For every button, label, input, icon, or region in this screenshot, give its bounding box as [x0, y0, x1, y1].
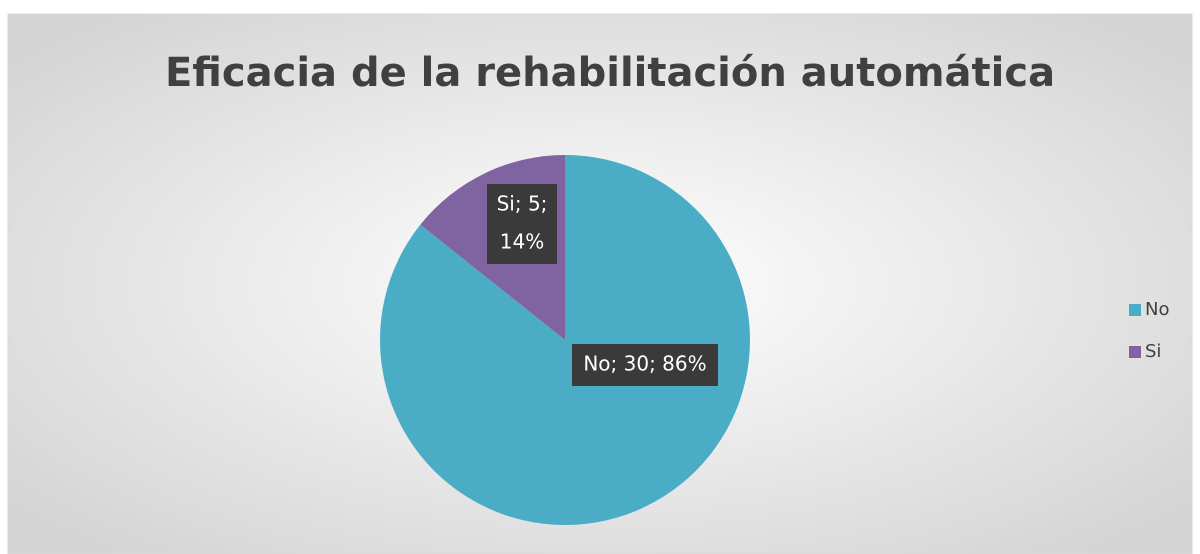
- legend-swatch: [1129, 346, 1141, 358]
- data-label: No; 30; 86%: [583, 352, 706, 376]
- chart-title: Eficacia de la rehabilitación automática: [165, 50, 1055, 96]
- legend-label: No: [1145, 299, 1169, 320]
- data-label: 14%: [500, 230, 544, 254]
- data-label: Si; 5;: [497, 192, 548, 216]
- legend-swatch: [1129, 304, 1141, 316]
- data-label-box: [487, 184, 557, 264]
- legend-label: Si: [1145, 341, 1161, 362]
- data-label-box: [572, 344, 718, 386]
